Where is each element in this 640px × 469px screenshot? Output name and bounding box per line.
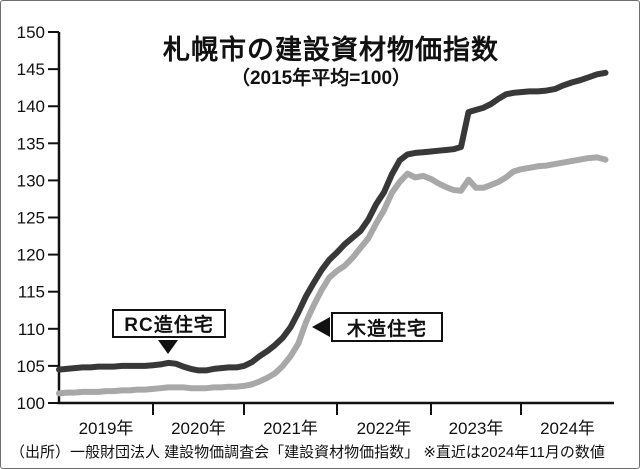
- wood-series-label: 木造住宅: [346, 318, 427, 340]
- chart-subtitle: （2015年平均=100）: [230, 68, 412, 89]
- y-tick-label: 105: [17, 357, 45, 376]
- arrow-left-icon: [312, 317, 330, 337]
- rc-series-callout: RC造住宅: [112, 309, 226, 338]
- arrow-down-icon: [158, 340, 178, 354]
- source-note: （出所）一般財団法人 建設物価調査会「建設資材物価指数」 ※直近は2024年11…: [10, 444, 605, 461]
- rc-series-label: RC造住宅: [124, 315, 214, 336]
- y-tick-label: 100: [17, 394, 45, 413]
- x-year-label: 2019年: [79, 419, 134, 438]
- axes: [57, 32, 614, 405]
- x-year-label: 2021年: [263, 419, 318, 438]
- wood-series-callout: 木造住宅: [331, 312, 443, 342]
- y-tick-label: 130: [17, 171, 45, 190]
- x-year-label: 2023年: [449, 419, 504, 438]
- series-line-RC造住宅: [56, 69, 609, 374]
- y-tick-label: 150: [17, 23, 45, 42]
- x-year-label: 2020年: [171, 419, 226, 438]
- y-tick-label: 145: [17, 60, 45, 79]
- y-tick-label: 140: [17, 97, 45, 116]
- y-tick-label: 115: [18, 283, 45, 302]
- y-tick-label: 110: [18, 320, 45, 339]
- y-tick-label: 135: [17, 134, 45, 153]
- chart-title: 札幌市の建設資材物価指数: [163, 35, 499, 65]
- x-year-label: 2024年: [540, 419, 595, 438]
- x-year-label: 2022年: [357, 419, 412, 438]
- y-tick-label: 125: [17, 209, 45, 228]
- series-line-木造住宅: [56, 154, 609, 397]
- y-tick-label: 120: [17, 246, 45, 265]
